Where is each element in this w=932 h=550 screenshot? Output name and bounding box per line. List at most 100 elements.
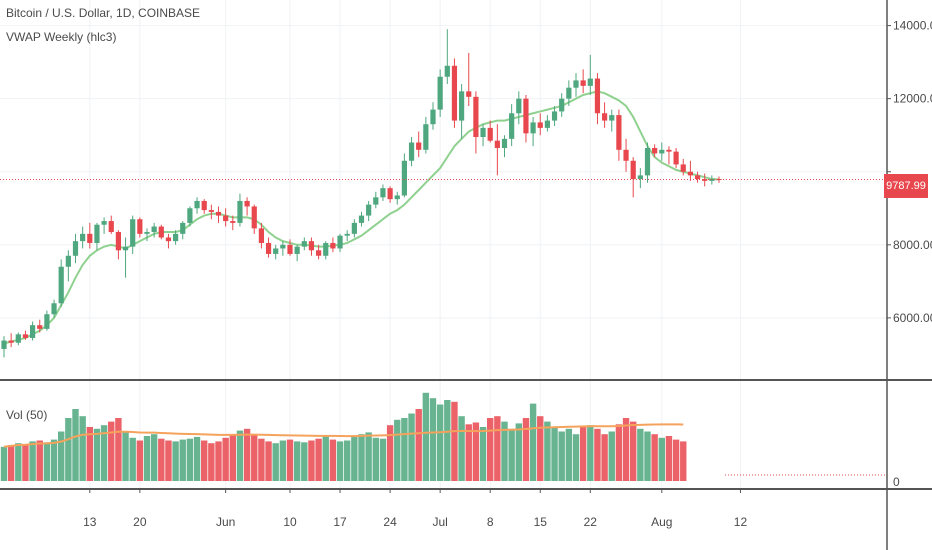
volume-pane-title[interactable]: Vol (50): [6, 408, 48, 422]
candle: [516, 98, 522, 114]
candle: [201, 200, 207, 211]
volume-bar: [622, 418, 630, 481]
volume-bar: [451, 401, 458, 481]
volume-bar: [644, 431, 651, 481]
time-tick-label: 20: [133, 515, 147, 529]
volume-bar: [108, 421, 115, 481]
volume-bar: [436, 404, 444, 481]
candle: [165, 237, 172, 242]
candle: [230, 221, 236, 223]
volume-bar: [36, 440, 43, 481]
volume-bar: [243, 428, 251, 481]
volume-bar: [7, 445, 15, 481]
candle: [509, 113, 515, 139]
candle: [473, 96, 479, 138]
candle: [551, 111, 558, 121]
volume-bar: [465, 424, 472, 481]
volume-bar: [100, 425, 108, 481]
volume-bar: [322, 436, 329, 481]
candle: [215, 211, 222, 216]
time-tick-label: 12: [734, 515, 748, 529]
volume-bar: [429, 398, 437, 481]
candle: [115, 232, 121, 251]
volume-bar: [680, 441, 687, 481]
volume-bar: [50, 439, 58, 481]
volume-bar: [558, 431, 565, 481]
volume-bar: [193, 436, 201, 481]
candle: [244, 200, 250, 207]
volume-bar: [601, 434, 608, 481]
price-tick-label: 14000.00: [893, 19, 932, 33]
volume-bar: [186, 438, 194, 481]
candle: [337, 235, 343, 249]
time-tick-label: Jun: [216, 515, 235, 529]
candle: [65, 255, 71, 267]
candle: [537, 122, 543, 128]
volume-bar: [501, 421, 508, 481]
volume-bar: [136, 440, 144, 481]
candle: [623, 149, 629, 161]
candle: [8, 340, 14, 343]
volume-bar: [594, 428, 601, 481]
candle: [22, 334, 29, 338]
volume-bar: [351, 436, 358, 481]
volume-bar: [529, 403, 537, 481]
candle: [437, 76, 443, 110]
candle: [687, 171, 693, 176]
candle: [451, 65, 458, 121]
volume-bar: [658, 437, 665, 481]
volume-bar: [79, 416, 86, 481]
volume-bar: [537, 416, 544, 481]
volume-bar: [43, 442, 51, 481]
candle: [523, 98, 529, 134]
candle: [344, 233, 350, 236]
candle: [702, 179, 708, 181]
candle: [716, 179, 722, 181]
candle: [180, 222, 186, 234]
candle: [1, 340, 7, 349]
candle: [308, 241, 315, 251]
candles: [1, 29, 722, 358]
volume-bar: [115, 418, 122, 481]
candle: [173, 233, 179, 242]
candle: [373, 197, 379, 205]
volume-bar: [515, 423, 522, 481]
candle: [208, 210, 214, 212]
volume-bar: [494, 416, 501, 481]
volume-bar: [637, 428, 644, 481]
candle: [680, 164, 686, 172]
volume-bar: [208, 443, 215, 481]
candle: [459, 91, 465, 121]
volume-bar: [236, 430, 244, 481]
volume-bar: [129, 437, 136, 481]
candle: [544, 120, 550, 128]
time-tick-label: 24: [383, 515, 397, 529]
candle: [151, 226, 157, 233]
candle: [644, 147, 651, 176]
price-tick-label: 12000.00: [893, 92, 932, 106]
candle: [387, 188, 393, 200]
current-price-line: [0, 178, 887, 476]
candle: [94, 224, 100, 243]
candle: [666, 149, 672, 152]
candle: [652, 147, 658, 154]
candle: [158, 226, 164, 238]
candle: [137, 219, 143, 234]
volume-ma-line: [3, 423, 684, 448]
time-tick-label: 13: [83, 515, 97, 529]
volume-bar: [401, 418, 408, 481]
volume-bar: [251, 434, 258, 481]
candle: [144, 232, 150, 234]
volume-bar: [58, 431, 65, 481]
candle: [258, 228, 264, 243]
candle: [44, 314, 50, 329]
candle: [380, 188, 386, 198]
candle: [80, 233, 86, 242]
volume-bar: [201, 440, 208, 481]
volume-bar: [279, 440, 287, 481]
indicator-label[interactable]: VWAP Weekly (hlc3): [6, 30, 117, 44]
candle: [51, 303, 57, 315]
volume-bar: [93, 428, 101, 481]
